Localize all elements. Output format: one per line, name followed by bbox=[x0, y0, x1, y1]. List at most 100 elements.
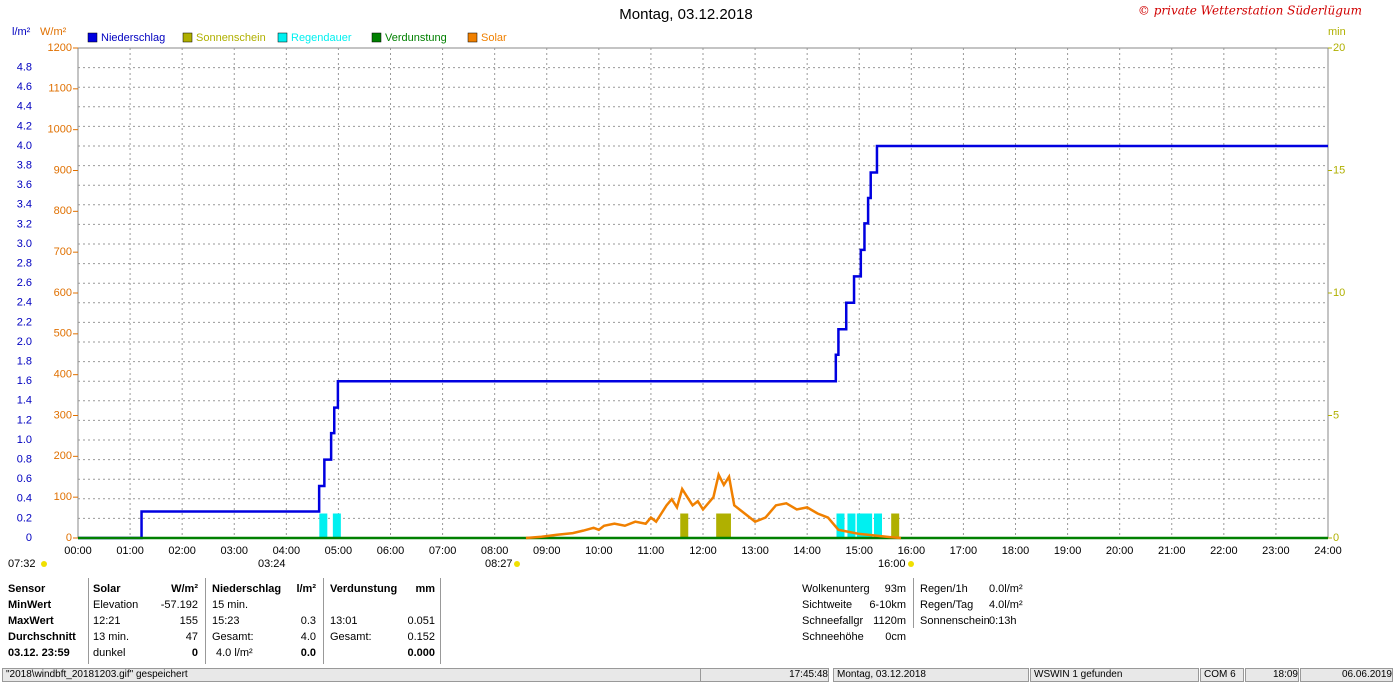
bar bbox=[680, 513, 689, 538]
y3-tick-label: 10 bbox=[1333, 287, 1345, 299]
condition-label: Schneefallgr bbox=[802, 615, 864, 627]
rain-value: 0:13h bbox=[989, 615, 1017, 627]
credit: © private Wetterstation Süderlügum bbox=[1138, 4, 1362, 18]
y-tick-label: 1.2 bbox=[17, 414, 32, 426]
y2-tick-label: 800 bbox=[54, 205, 72, 217]
status-cell: 18:09 bbox=[1245, 668, 1299, 682]
separator bbox=[913, 578, 914, 628]
row-label: 03.12. 23:59 bbox=[8, 647, 70, 659]
bar bbox=[332, 513, 341, 538]
y-tick-label: 0.6 bbox=[17, 473, 32, 485]
cell: 155 bbox=[179, 615, 198, 627]
y2-tick-label: 1100 bbox=[48, 83, 72, 95]
cell: Gesamt: bbox=[212, 631, 254, 643]
annotation: 03:24 bbox=[258, 558, 286, 570]
legend-swatch bbox=[277, 32, 288, 43]
condition-label: Schneehöhe bbox=[802, 631, 864, 643]
cell: 0.152 bbox=[407, 631, 435, 643]
bar bbox=[864, 513, 873, 538]
cell: 0.000 bbox=[407, 647, 435, 659]
series-line bbox=[78, 144, 1328, 540]
y2-tick-label: 600 bbox=[54, 287, 72, 299]
y2-tick-label: 1200 bbox=[48, 42, 72, 54]
y-tick-label: 2.4 bbox=[17, 297, 32, 309]
y-tick-label: 0.4 bbox=[17, 493, 32, 505]
y2-tick-label: 500 bbox=[54, 328, 72, 340]
legend-label: Solar bbox=[481, 32, 507, 44]
cell: 47 bbox=[185, 631, 198, 643]
y2-axis-unit: W/m² bbox=[40, 26, 67, 38]
y-tick-label: 4.8 bbox=[17, 62, 32, 74]
x-tick-label: 01:00 bbox=[116, 545, 144, 557]
bar bbox=[716, 513, 725, 538]
sun-icon bbox=[514, 561, 520, 567]
y-tick-label: 0.8 bbox=[17, 454, 32, 466]
cell: 15:23 bbox=[212, 615, 240, 627]
bar bbox=[874, 513, 882, 538]
x-tick-label: 12:00 bbox=[689, 545, 717, 557]
x-tick-label: 06:00 bbox=[377, 545, 405, 557]
y-tick-label: 3.4 bbox=[17, 199, 32, 211]
legend-swatch bbox=[182, 32, 193, 43]
legend-label: Niederschlag bbox=[101, 32, 165, 44]
y3-tick-label: 0 bbox=[1333, 532, 1339, 544]
y2-tick-label: 900 bbox=[54, 164, 72, 176]
x-tick-label: 19:00 bbox=[1054, 545, 1082, 557]
row-label: Durchschnitt bbox=[8, 631, 76, 643]
y2-tick-label: 400 bbox=[54, 369, 72, 381]
y-tick-label: 1.4 bbox=[17, 395, 32, 407]
y3-axis-unit: min bbox=[1328, 26, 1346, 38]
y-tick-label: 3.8 bbox=[17, 160, 32, 172]
status-cell: Montag, 03.12.2018 bbox=[833, 668, 1029, 682]
y3-tick-label: 15 bbox=[1333, 164, 1345, 176]
y-tick-label: 2.8 bbox=[17, 258, 32, 270]
y-tick-label: 2.0 bbox=[17, 336, 32, 348]
cell: 0 bbox=[191, 647, 198, 659]
annotation: 16:00 bbox=[878, 558, 906, 570]
y2-tick-label: 700 bbox=[54, 246, 72, 258]
y-tick-label: 2.2 bbox=[17, 316, 32, 328]
annotation: 07:32 bbox=[8, 558, 36, 570]
bar bbox=[836, 513, 845, 538]
rain-label: Regen/Tag bbox=[920, 599, 974, 611]
block-unit: l/m² bbox=[296, 583, 316, 595]
bar bbox=[856, 513, 865, 538]
condition-label: Sichtweite bbox=[802, 599, 853, 611]
row-label: Sensor bbox=[8, 583, 46, 595]
y2-tick-label: 0 bbox=[66, 532, 72, 544]
x-tick-label: 09:00 bbox=[533, 545, 561, 557]
condition-value: 1120m bbox=[873, 615, 906, 627]
y-tick-label: 1.6 bbox=[17, 375, 32, 387]
status-cell: COM 6 bbox=[1200, 668, 1244, 682]
block-title: Niederschlag bbox=[212, 583, 282, 595]
y-tick-label: 4.0 bbox=[17, 140, 32, 152]
y2-tick-label: 300 bbox=[54, 409, 72, 421]
cell: Elevation bbox=[93, 599, 139, 611]
x-tick-label: 21:00 bbox=[1158, 545, 1186, 557]
bar bbox=[891, 513, 900, 538]
row-label: MaxWert bbox=[8, 615, 54, 627]
bar bbox=[319, 513, 328, 538]
cell: dunkel bbox=[93, 647, 126, 659]
status-cell: 06.06.2019 bbox=[1300, 668, 1393, 682]
x-tick-label: 07:00 bbox=[429, 545, 457, 557]
annotation: 08:27 bbox=[485, 558, 513, 570]
x-tick-label: 18:00 bbox=[1002, 545, 1030, 557]
legend-label: Sonnenschein bbox=[196, 32, 266, 44]
x-tick-label: 11:00 bbox=[638, 545, 665, 557]
block-unit: W/m² bbox=[171, 583, 198, 595]
x-tick-label: 04:00 bbox=[273, 545, 301, 557]
y-tick-label: 3.0 bbox=[17, 238, 32, 250]
x-tick-label: 05:00 bbox=[325, 545, 353, 557]
y-tick-label: 1.8 bbox=[17, 356, 32, 368]
cell: 4.0 bbox=[300, 631, 316, 643]
x-tick-label: 02:00 bbox=[168, 545, 196, 557]
rain-label: Regen/1h bbox=[920, 583, 968, 595]
rain-value: 4.0l/m² bbox=[989, 599, 1023, 611]
y-tick-label: 4.6 bbox=[17, 81, 32, 93]
cell: 0.051 bbox=[407, 615, 435, 627]
y-tick-label: 2.6 bbox=[17, 277, 32, 289]
cell: 13 min. bbox=[93, 631, 130, 643]
legend-swatch bbox=[371, 32, 382, 43]
x-tick-label: 16:00 bbox=[898, 545, 926, 557]
